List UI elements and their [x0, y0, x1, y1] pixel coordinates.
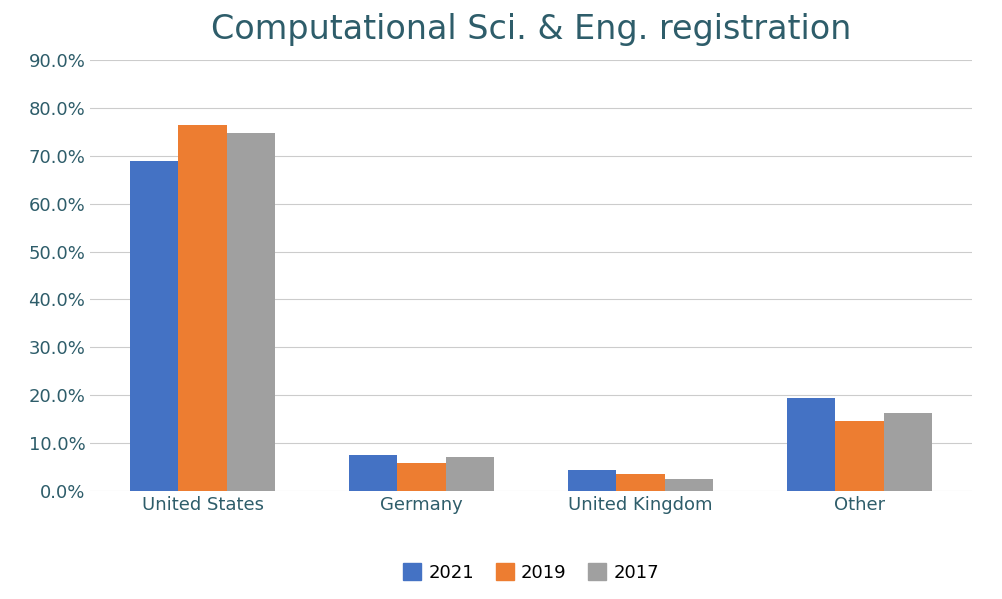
- Bar: [178, 125, 226, 491]
- Bar: [836, 420, 884, 491]
- Title: Computational Sci. & Eng. registration: Computational Sci. & Eng. registration: [210, 13, 852, 46]
- Bar: [664, 479, 712, 491]
- Bar: [130, 161, 178, 491]
- Bar: [398, 464, 446, 491]
- Legend: 2021, 2019, 2017: 2021, 2019, 2017: [396, 556, 666, 589]
- Bar: [568, 470, 616, 491]
- Bar: [226, 133, 275, 491]
- Bar: [616, 474, 664, 491]
- Bar: [788, 398, 836, 491]
- Bar: [884, 413, 932, 491]
- Bar: [350, 455, 398, 491]
- Bar: [446, 456, 494, 491]
